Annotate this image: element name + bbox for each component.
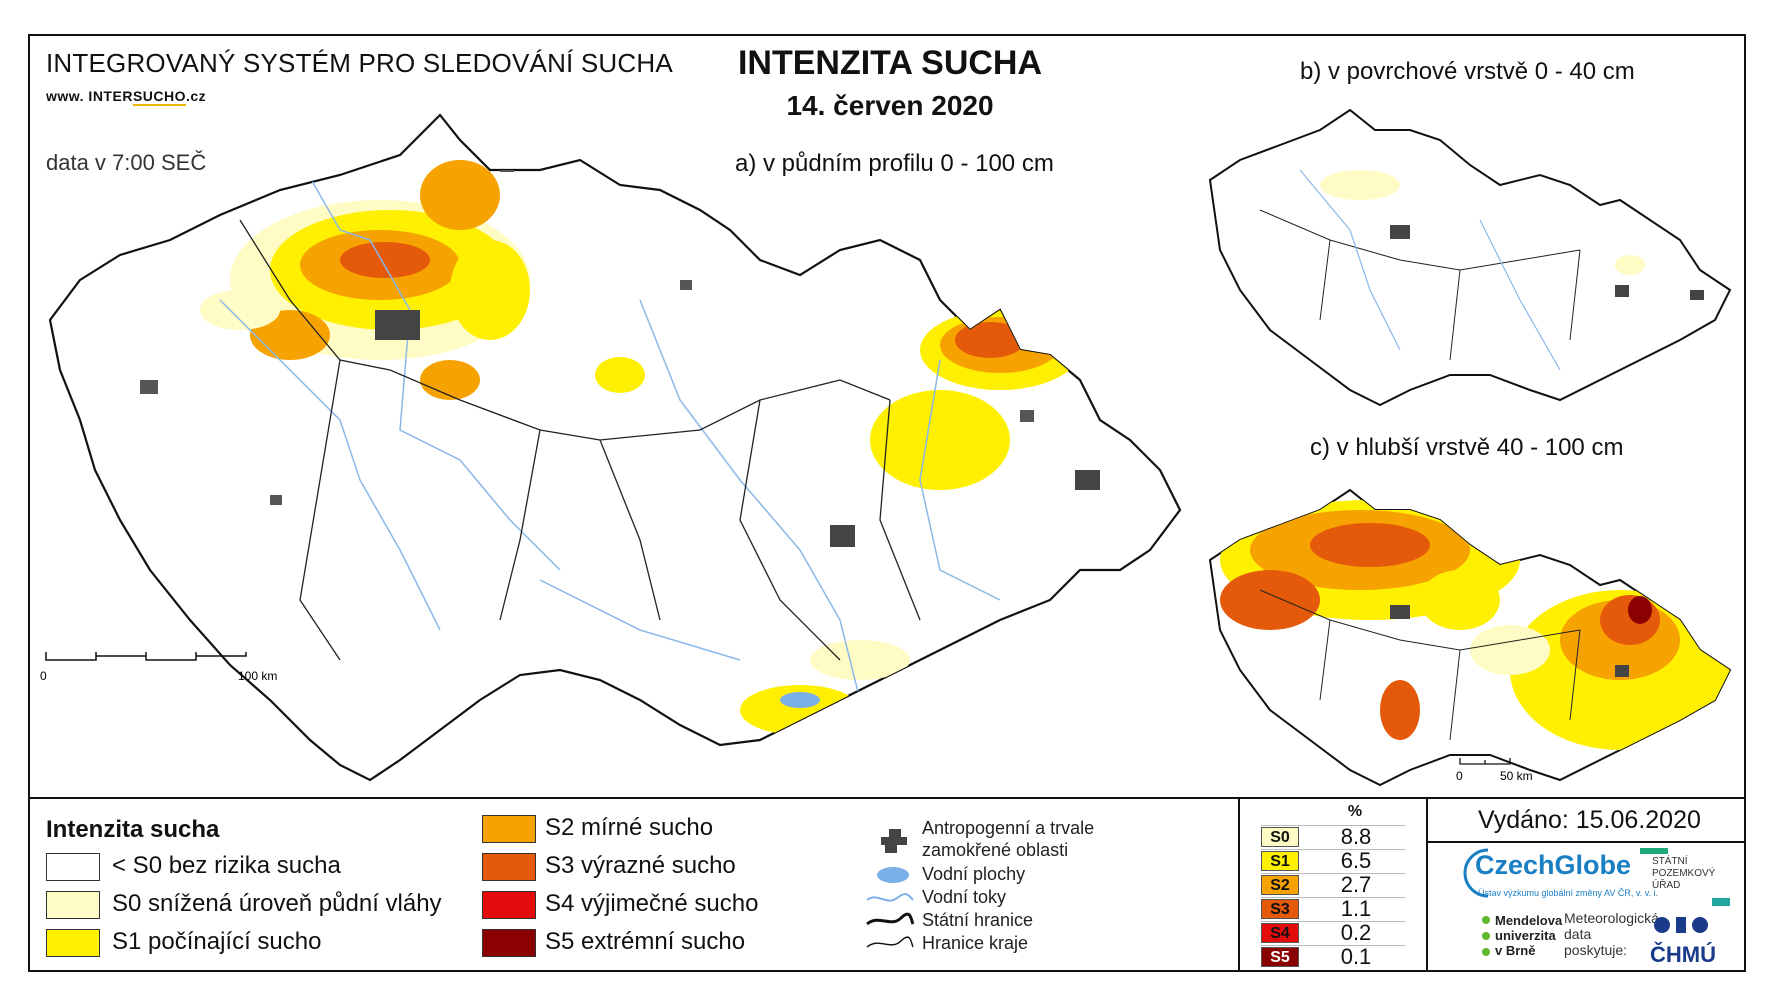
chmu-logo-icon xyxy=(1654,917,1708,933)
issued-date: Vydáno: 15.06.2020 xyxy=(1478,806,1701,834)
map-c-deeper-layer: 0 50 km xyxy=(1208,488,1732,787)
legend-water-bodies: Vodní plochy xyxy=(922,864,1026,884)
main-title: INTENZITA SUCHA xyxy=(737,44,1043,82)
stats-code: S4 xyxy=(1261,923,1299,943)
meteorological-data-label: Meteorologická data poskytuje: xyxy=(1564,910,1659,958)
mendel-university-logo-icon xyxy=(1482,916,1490,956)
data-time: data v 7:00 SEČ xyxy=(46,150,207,175)
stats-value: 2.7 xyxy=(1340,872,1372,897)
legend-label-s1: S1 počínající sucho xyxy=(112,928,322,955)
stats-row: S2 2.7 xyxy=(1261,873,1405,896)
region-border-icon xyxy=(866,936,914,948)
stats-row: S4 0.2 xyxy=(1261,921,1405,944)
stats-value: 6.5 xyxy=(1340,848,1372,873)
czechglobe-logo-icon xyxy=(1463,848,1489,898)
water-stream-icon xyxy=(866,893,914,902)
legend-label-s2: S2 mírné sucho xyxy=(545,814,714,841)
legend-divider xyxy=(28,797,1746,799)
map-a-soil-profile: 0 100 km xyxy=(40,113,1182,782)
legend-water-streams: Vodní toky xyxy=(922,887,1007,907)
legend-title: Intenzita sucha xyxy=(46,816,220,843)
stats-code: S0 xyxy=(1261,827,1299,847)
stats-code: S5 xyxy=(1261,947,1299,967)
stats-value: 0.2 xyxy=(1340,920,1372,945)
stats-value: 0.1 xyxy=(1340,944,1372,969)
stats-code: S2 xyxy=(1261,875,1299,895)
anthropogenic-area-icon xyxy=(881,829,907,853)
spu-logo-icon xyxy=(1640,848,1668,854)
map-a-label: a) v půdním profilu 0 - 100 cm xyxy=(735,150,1054,177)
legend-label-below-s0: < S0 bez rizika sucha xyxy=(112,852,341,879)
czechglobe-logo: CzechGlobe xyxy=(1475,850,1632,880)
scale-small-zero: 0 xyxy=(1456,769,1463,783)
map-b-surface-layer xyxy=(1208,108,1732,407)
website-link[interactable]: www. INTERSUCHO.cz xyxy=(46,88,207,106)
legend-swatch-s2 xyxy=(482,815,536,843)
stats-divider-left xyxy=(1238,799,1240,972)
legend-swatch-s4 xyxy=(482,891,536,919)
state-border-icon xyxy=(866,912,915,926)
chmu-logo: ČHMÚ xyxy=(1650,942,1716,967)
mendel-university-logo: Mendelova univerzita v Brně xyxy=(1495,913,1563,958)
legend-swatch-s5 xyxy=(482,929,536,957)
issued-underline xyxy=(1428,841,1744,843)
czechglobe-logo-sub: Ústav výzkumu globální změny AV ČR, v. v… xyxy=(1478,888,1659,898)
legend-anthro-line1: Antropogenní a trvale xyxy=(922,818,1095,838)
stats-code: S1 xyxy=(1261,851,1299,871)
stats-value: 1.1 xyxy=(1340,896,1372,921)
spu-logo: STÁTNÍ POZEMKOVÝ ÚŘAD xyxy=(1652,856,1716,891)
water-body-icon xyxy=(877,867,909,883)
stats-row: S0 8.8 xyxy=(1261,825,1405,848)
stats-row: S3 1.1 xyxy=(1261,897,1405,920)
legend-state-border: Státní hranice xyxy=(922,910,1034,930)
stats-row: S1 6.5 xyxy=(1261,849,1405,872)
scale-main-end: 100 km xyxy=(238,669,277,683)
map-c-label: c) v hlubší vrstvě 40 - 100 cm xyxy=(1310,434,1624,461)
legend-region-border: Hranice kraje xyxy=(922,933,1029,953)
spu-logo-mark xyxy=(1712,898,1730,906)
stats-code: S3 xyxy=(1261,899,1299,919)
stats-header: % xyxy=(1347,803,1363,820)
drought-stats-table: % S0 8.8 S1 6.5 S2 2.7 S3 1.1 S4 0.2 S5 0.1 xyxy=(1257,801,1407,969)
system-title: INTEGROVANÝ SYSTÉM PRO SLEDOVÁNÍ SUCHA xyxy=(46,48,673,78)
legend-swatch-s3 xyxy=(482,853,536,881)
legend-label-s3: S3 výrazné sucho xyxy=(545,852,736,879)
legend-swatch-s1 xyxy=(46,929,100,957)
legend-swatch-s0 xyxy=(46,891,100,919)
stats-row: S5 0.1 xyxy=(1261,945,1405,968)
legend-label-s4: S4 výjimečné sucho xyxy=(545,890,759,917)
map-date: 14. červen 2020 xyxy=(786,90,994,121)
legend-swatch-below-s0 xyxy=(46,853,100,881)
map-b-label: b) v povrchové vrstvě 0 - 40 cm xyxy=(1300,58,1635,85)
legend-label-s0: S0 snížená úroveň půdní vláhy xyxy=(112,890,442,917)
legend-label-s5: S5 extrémní sucho xyxy=(545,928,746,955)
stats-value: 8.8 xyxy=(1340,824,1372,849)
map-frame xyxy=(28,34,1746,972)
scale-main-zero: 0 xyxy=(40,669,47,683)
legend-anthro-line2: zamokřené oblasti xyxy=(922,840,1069,860)
stats-divider-right xyxy=(1426,799,1428,972)
scale-small-end: 50 km xyxy=(1500,769,1533,783)
